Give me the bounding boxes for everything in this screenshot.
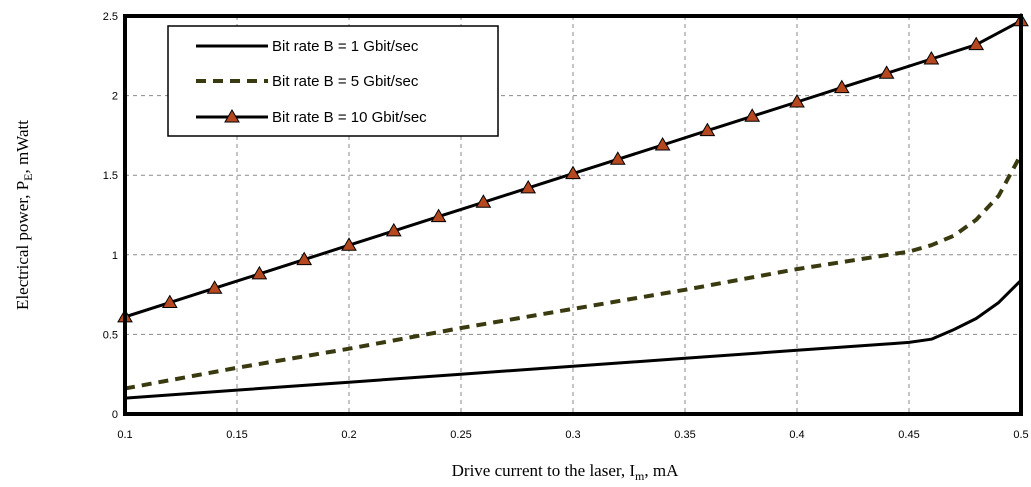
x-tick-label: 0.3 [565, 429, 580, 441]
legend: Bit rate B = 1 Gbit/sec Bit rate B = 5 G… [167, 25, 499, 137]
legend-label-1gbit: Bit rate B = 1 Gbit/sec [272, 38, 419, 55]
y-axis-title: Electrical power, PE, mWatt [13, 120, 35, 310]
data-point-10gbit [520, 179, 537, 194]
data-point-10gbit [565, 165, 581, 180]
data-point-10gbit [744, 108, 761, 122]
x-tick-label: 0.45 [898, 429, 919, 441]
series-line-5gbit [124, 153, 1023, 391]
data-point-10gbit [161, 294, 178, 309]
legend-label-5gbit: Bit rate B = 5 Gbit/sec [272, 73, 419, 90]
x-axis-ticks: 0.1 0.15 0.2 0.25 0.3 0.35 0.4 0.45 0.5 [117, 429, 1028, 441]
y-tick-label: 1 [112, 250, 118, 262]
data-point-10gbit [654, 136, 671, 151]
y-tick-label: 2.5 [103, 11, 118, 23]
series-line-1gbit [124, 279, 1023, 400]
x-tick-label: 0.5 [1013, 429, 1028, 441]
plot-frame [123, 14, 1023, 416]
data-point-10gbit [833, 79, 850, 94]
data-point-10gbit [699, 122, 716, 137]
data-point-10gbit [430, 208, 447, 223]
series-layer [117, 12, 1029, 400]
x-tick-label: 0.4 [789, 429, 804, 441]
data-point-10gbit [251, 265, 268, 280]
x-axis-title: Drive current to the laser, Im, mA [452, 461, 679, 483]
data-point-10gbit [206, 280, 223, 294]
data-point-10gbit [341, 237, 357, 251]
data-point-10gbit [968, 36, 985, 51]
legend-label-10gbit: Bit rate B = 10 Gbit/sec [272, 109, 427, 126]
x-tick-label: 0.1 [117, 429, 132, 441]
data-point-10gbit [878, 65, 895, 79]
data-point-10gbit [609, 151, 626, 165]
y-tick-label: 0.5 [103, 329, 118, 341]
x-tick-label: 0.35 [674, 429, 695, 441]
data-point-10gbit [475, 194, 492, 208]
legend-marker-10gbit [224, 109, 240, 123]
data-point-10gbit [923, 50, 940, 65]
data-point-10gbit [789, 93, 805, 108]
x-tick-label: 0.25 [450, 429, 471, 441]
data-point-10gbit [385, 222, 402, 237]
x-tick-label: 0.2 [341, 429, 356, 441]
data-point-10gbit [296, 251, 313, 266]
y-axis-ticks: 0 0.5 1 1.5 2 2.5 [103, 11, 118, 421]
y-tick-label: 2 [112, 91, 118, 103]
y-tick-label: 1.5 [103, 170, 118, 182]
y-tick-label: 0 [112, 409, 118, 421]
x-tick-label: 0.15 [226, 429, 247, 441]
